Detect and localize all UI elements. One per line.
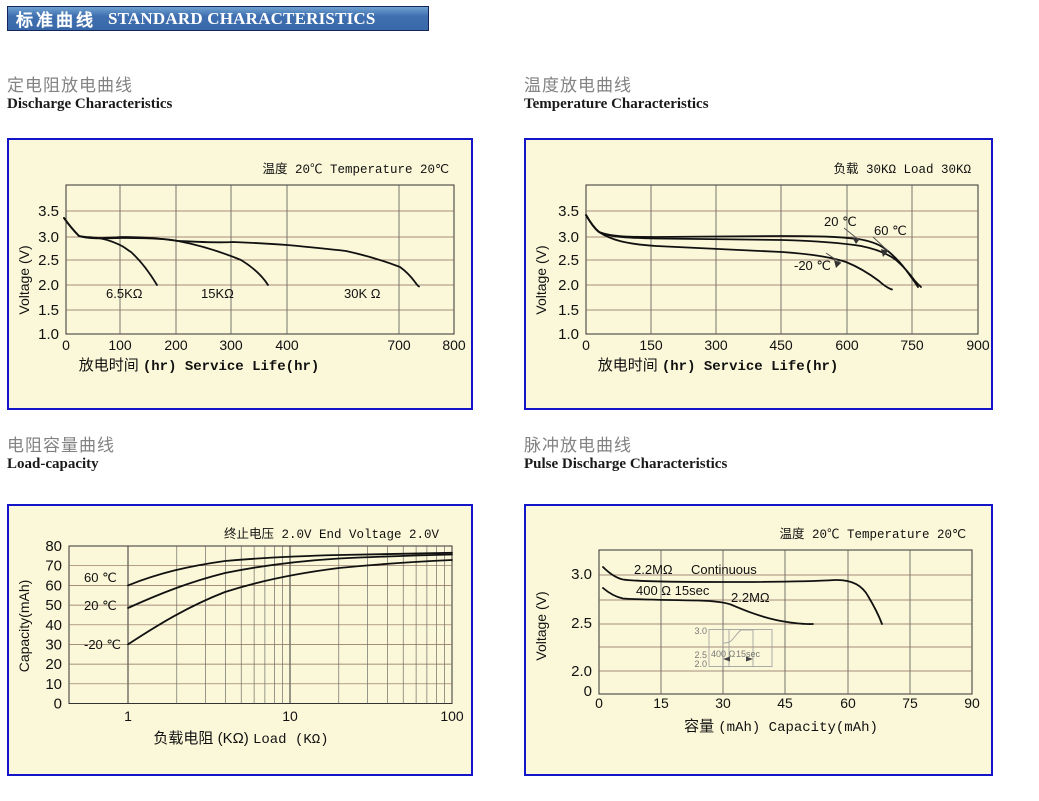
svg-text:2.2MΩ: 2.2MΩ bbox=[731, 590, 770, 605]
svg-text:容量 (mAh) Capacity(mAh): 容量 (mAh) Capacity(mAh) bbox=[684, 718, 878, 736]
svg-text:0: 0 bbox=[584, 683, 592, 700]
svg-text:6.5KΩ: 6.5KΩ bbox=[106, 286, 143, 301]
svg-text:2.0: 2.0 bbox=[38, 277, 59, 294]
svg-text:90: 90 bbox=[964, 695, 980, 711]
svg-text:Continuous: Continuous bbox=[691, 562, 757, 577]
svg-text:0: 0 bbox=[62, 337, 70, 353]
svg-text:100: 100 bbox=[440, 708, 464, 724]
svg-text:70: 70 bbox=[45, 558, 62, 575]
svg-text:80: 80 bbox=[45, 538, 62, 555]
svg-text:400 Ω: 400 Ω bbox=[711, 649, 736, 659]
svg-text:3.0: 3.0 bbox=[694, 626, 707, 636]
svg-text:20 ℃: 20 ℃ bbox=[824, 214, 857, 229]
svg-text:750: 750 bbox=[900, 337, 924, 353]
svg-text:3.5: 3.5 bbox=[38, 203, 59, 220]
svg-text:30: 30 bbox=[715, 695, 731, 711]
svg-text:放电时间 (hr) Service Life(hr): 放电时间 (hr) Service Life(hr) bbox=[598, 357, 839, 375]
svg-text:60 ℃: 60 ℃ bbox=[874, 223, 907, 238]
svg-text:1.0: 1.0 bbox=[558, 326, 579, 343]
svg-text:1.5: 1.5 bbox=[38, 302, 59, 319]
svg-text:Voltage (V): Voltage (V) bbox=[533, 591, 549, 660]
svg-text:放电时间 (hr) Service Life(hr): 放电时间 (hr) Service Life(hr) bbox=[79, 357, 320, 375]
svg-text:600: 600 bbox=[835, 337, 859, 353]
svg-text:15KΩ: 15KΩ bbox=[201, 286, 234, 301]
svg-text:3.0: 3.0 bbox=[571, 566, 592, 583]
svg-text:300: 300 bbox=[704, 337, 728, 353]
svg-text:15: 15 bbox=[653, 695, 669, 711]
svg-text:400 Ω 15sec: 400 Ω 15sec bbox=[636, 583, 710, 598]
svg-text:1.5: 1.5 bbox=[558, 302, 579, 319]
svg-text:2.5: 2.5 bbox=[571, 615, 592, 632]
svg-text:30: 30 bbox=[45, 636, 62, 653]
svg-text:2.5: 2.5 bbox=[38, 252, 59, 269]
svg-text:2.2MΩ: 2.2MΩ bbox=[634, 562, 673, 577]
svg-text:50: 50 bbox=[45, 597, 62, 614]
svg-text:3.0: 3.0 bbox=[38, 229, 59, 246]
svg-text:60: 60 bbox=[45, 577, 62, 594]
svg-text:40: 40 bbox=[45, 617, 62, 634]
svg-text:20 ℃: 20 ℃ bbox=[84, 598, 117, 613]
svg-text:900: 900 bbox=[966, 337, 990, 353]
svg-text:400: 400 bbox=[275, 337, 299, 353]
svg-text:0: 0 bbox=[582, 337, 590, 353]
svg-text:2.0: 2.0 bbox=[571, 663, 592, 680]
svg-text:45: 45 bbox=[777, 695, 793, 711]
svg-text:3.5: 3.5 bbox=[558, 203, 579, 220]
svg-text:10: 10 bbox=[45, 676, 62, 693]
svg-text:Voltage (V): Voltage (V) bbox=[16, 245, 32, 314]
svg-text:Capacity(mAh): Capacity(mAh) bbox=[16, 580, 32, 673]
svg-text:450: 450 bbox=[769, 337, 793, 353]
svg-text:2.0: 2.0 bbox=[694, 659, 707, 669]
svg-text:0: 0 bbox=[595, 695, 603, 711]
svg-text:Voltage (V): Voltage (V) bbox=[533, 245, 549, 314]
svg-text:60 ℃: 60 ℃ bbox=[84, 570, 117, 585]
svg-text:0: 0 bbox=[54, 696, 62, 713]
svg-text:300: 300 bbox=[219, 337, 243, 353]
svg-text:-20 ℃: -20 ℃ bbox=[794, 258, 831, 273]
svg-text:3.0: 3.0 bbox=[558, 229, 579, 246]
svg-text:100: 100 bbox=[108, 337, 132, 353]
svg-text:1: 1 bbox=[124, 708, 132, 724]
svg-text:2.0: 2.0 bbox=[558, 277, 579, 294]
svg-text:1.0: 1.0 bbox=[38, 326, 59, 343]
svg-text:-20 ℃: -20 ℃ bbox=[84, 637, 121, 652]
svg-text:负载电阻 (KΩ) Load (KΩ): 负载电阻 (KΩ) Load (KΩ) bbox=[153, 730, 328, 748]
svg-text:800: 800 bbox=[442, 337, 466, 353]
svg-text:75: 75 bbox=[902, 695, 918, 711]
svg-text:温度 20℃ Temperature 20℃: 温度 20℃ Temperature 20℃ bbox=[779, 526, 966, 542]
svg-text:20: 20 bbox=[45, 656, 62, 673]
svg-text:700: 700 bbox=[387, 337, 411, 353]
svg-text:60: 60 bbox=[840, 695, 856, 711]
svg-text:200: 200 bbox=[164, 337, 188, 353]
svg-text:2.5: 2.5 bbox=[558, 252, 579, 269]
svg-text:温度 20℃ Temperature 20℃: 温度 20℃ Temperature 20℃ bbox=[262, 161, 449, 177]
svg-text:负载 30KΩ Load 30KΩ: 负载 30KΩ Load 30KΩ bbox=[833, 162, 971, 177]
svg-text:150: 150 bbox=[639, 337, 663, 353]
svg-text:终止电压 2.0V End Voltage 2.0V: 终止电压 2.0V End Voltage 2.0V bbox=[224, 526, 440, 542]
svg-text:10: 10 bbox=[282, 708, 298, 724]
svg-text:30K Ω: 30K Ω bbox=[344, 286, 381, 301]
